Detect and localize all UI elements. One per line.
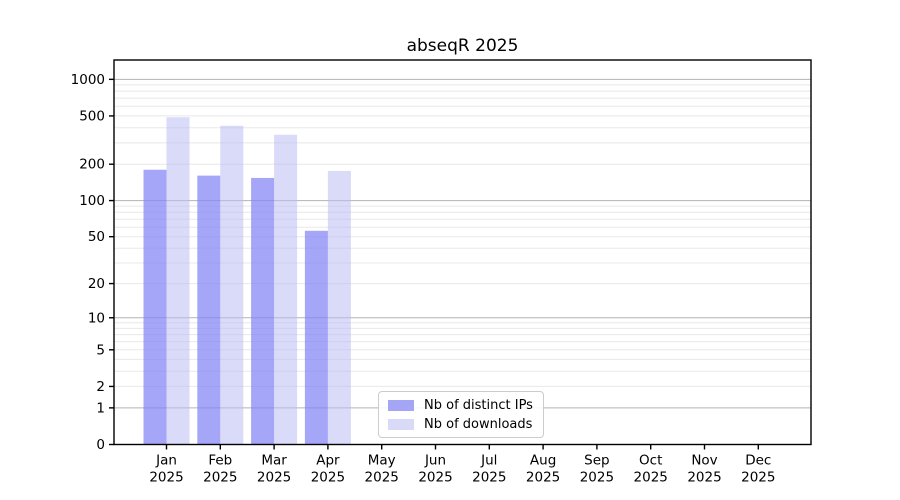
- x-tick-label-month: Feb: [208, 453, 232, 469]
- x-tick-label-year: 2025: [257, 470, 291, 486]
- x-tick-label-year: 2025: [365, 470, 399, 486]
- x-tick-label-month: Jul: [480, 453, 497, 469]
- x-tick-label-year: 2025: [203, 470, 237, 486]
- bar-distinct-ips: [143, 169, 167, 445]
- y-tick-label: 100: [79, 193, 105, 209]
- legend-swatch-downloads-icon: [388, 418, 414, 430]
- y-tick-label: 1000: [71, 72, 105, 88]
- y-tick-label: 1: [96, 400, 105, 416]
- x-tick-label-year: 2025: [580, 470, 614, 486]
- x-tick-label-month: Dec: [745, 453, 771, 469]
- y-tick-label: 0: [96, 437, 105, 453]
- bar-downloads: [220, 125, 244, 445]
- legend-item-distinct-ips: Nb of distinct IPs: [379, 398, 543, 413]
- y-tick-label: 10: [88, 310, 105, 326]
- x-tick-label-month: Mar: [261, 453, 287, 469]
- bar-downloads: [274, 134, 298, 445]
- bar-distinct-ips: [251, 177, 275, 445]
- x-tick-label-year: 2025: [149, 470, 183, 486]
- legend-item-downloads: Nb of downloads: [379, 417, 543, 432]
- x-tick-label-month: Sep: [584, 453, 609, 469]
- legend: Nb of distinct IPs Nb of downloads: [378, 391, 544, 438]
- y-tick-label: 200: [79, 157, 105, 173]
- y-tick-label: 5: [96, 342, 105, 358]
- bar-distinct-ips: [304, 230, 328, 445]
- legend-label: Nb of downloads: [424, 416, 533, 432]
- x-tick-label-year: 2025: [741, 470, 775, 486]
- x-tick-label-month: Oct: [639, 453, 662, 469]
- x-tick-label-month: Jan: [155, 453, 177, 469]
- x-tick-label-year: 2025: [311, 470, 345, 486]
- y-tick-label: 500: [79, 108, 105, 124]
- x-tick-label-month: Apr: [316, 453, 340, 469]
- x-tick-label-year: 2025: [687, 470, 721, 486]
- y-tick-label: 20: [88, 276, 105, 292]
- x-tick-label-year: 2025: [526, 470, 560, 486]
- legend-label: Nb of distinct IPs: [424, 397, 533, 413]
- bar-downloads: [166, 117, 190, 445]
- x-tick-label-month: Jun: [424, 453, 446, 469]
- chart-title: abseqR 2025: [406, 36, 519, 56]
- bar-distinct-ips: [197, 175, 221, 445]
- x-tick-label-month: Aug: [530, 453, 556, 469]
- plot-border: [113, 59, 812, 446]
- bar-downloads: [327, 170, 351, 445]
- y-tick-label: 2: [96, 379, 105, 395]
- legend-swatch-distinct-ips-icon: [388, 399, 414, 411]
- x-tick-label-month: Nov: [691, 453, 717, 469]
- x-tick-label-year: 2025: [634, 470, 668, 486]
- y-tick-label: 50: [88, 229, 105, 245]
- x-tick-label-month: May: [368, 453, 396, 469]
- x-tick-label-year: 2025: [418, 470, 452, 486]
- x-tick-label-year: 2025: [472, 470, 506, 486]
